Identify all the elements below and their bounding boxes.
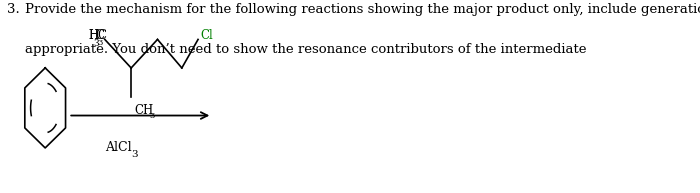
Text: appropriate. You don’t need to show the resonance contributors of the intermedia: appropriate. You don’t need to show the … xyxy=(25,43,587,56)
Text: CH: CH xyxy=(134,104,153,117)
Text: 3: 3 xyxy=(131,150,138,159)
Text: Cl: Cl xyxy=(200,29,213,42)
Text: C: C xyxy=(97,29,106,42)
Text: 3.: 3. xyxy=(7,3,20,16)
Text: 3: 3 xyxy=(93,39,99,48)
Text: AlCl: AlCl xyxy=(105,141,132,154)
Text: Provide the mechanism for the following reactions showing the major product only: Provide the mechanism for the following … xyxy=(25,3,700,16)
Text: 3: 3 xyxy=(97,39,102,47)
Text: 3: 3 xyxy=(150,112,155,120)
Text: H: H xyxy=(88,29,98,42)
Text: C: C xyxy=(95,29,104,42)
Text: H: H xyxy=(88,29,99,42)
